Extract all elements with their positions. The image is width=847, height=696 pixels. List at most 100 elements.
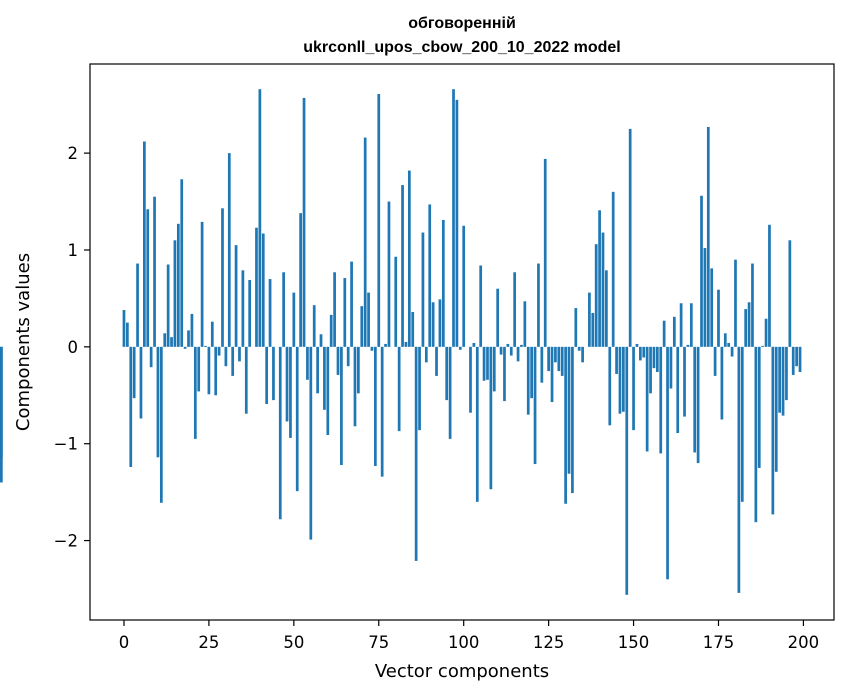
bar-51 (295, 346, 299, 492)
bar-120 (530, 346, 533, 399)
y-tick-label-2: 2 (68, 144, 79, 163)
x-tick-label-175: 175 (703, 633, 735, 652)
bar-166 (686, 344, 690, 347)
bar-141 (601, 232, 605, 347)
bar-100 (462, 225, 466, 347)
bar-159 (662, 320, 666, 347)
bar-191 (771, 346, 775, 515)
bar-170 (700, 195, 703, 347)
bar-195 (785, 346, 788, 401)
bar-43 (268, 279, 272, 347)
bar-181 (737, 346, 741, 593)
bar-91 (431, 302, 435, 347)
x-tick-label-200: 200 (788, 633, 820, 652)
bar-96 (448, 346, 452, 439)
bar-190 (768, 224, 771, 347)
bar-30 (224, 346, 228, 367)
bar-93 (438, 299, 442, 347)
bar-126 (550, 346, 554, 403)
bar-6 (143, 141, 146, 347)
bar-75 (377, 94, 381, 347)
bar-199 (798, 346, 802, 373)
bar-7 (146, 209, 150, 347)
bar-31 (227, 153, 231, 347)
bar-155 (649, 346, 652, 394)
bar-179 (730, 346, 734, 357)
bar-105 (479, 265, 483, 347)
bar-81 (397, 346, 401, 432)
bar-20 (190, 313, 194, 347)
bar-99 (458, 346, 462, 350)
bar-152 (639, 346, 642, 361)
bar-167 (689, 303, 693, 347)
bar-188 (761, 345, 765, 347)
bar-94 (441, 219, 445, 347)
bar-78 (387, 201, 391, 347)
bar-88 (421, 232, 425, 347)
bar-124 (543, 158, 547, 347)
bar-184 (747, 302, 751, 347)
bar-130 (564, 346, 567, 504)
bar-109 (492, 346, 496, 392)
bar-2 (129, 346, 133, 467)
bar-61 (329, 314, 333, 347)
bar-158 (659, 346, 663, 454)
bar-169 (696, 346, 700, 464)
bar-10 (156, 346, 160, 458)
bar-115 (513, 272, 517, 347)
bar-150 (632, 346, 635, 431)
bar-92 (435, 346, 438, 376)
bar-44 (272, 346, 275, 401)
bar-123 (540, 346, 544, 383)
x-tick-label-150: 150 (618, 633, 650, 652)
bar-67 (350, 261, 353, 347)
bar-162 (672, 316, 676, 347)
bar-145 (615, 346, 618, 374)
bar-106 (482, 346, 486, 381)
bar-97 (452, 89, 455, 347)
bar-193 (778, 346, 781, 413)
y-tick-label--1: −1 (54, 435, 78, 454)
bar-186 (754, 346, 758, 523)
bar-128 (557, 346, 561, 372)
bar-11 (159, 346, 163, 503)
bar-140 (598, 210, 601, 347)
bar-87 (418, 346, 421, 431)
y-axis-ticks: −2 −1 0 1 2 (54, 144, 90, 551)
bar-83 (404, 342, 408, 347)
x-axis-ticks: 0 25 50 75 100 125 150 175 200 (119, 620, 819, 652)
bar-68 (353, 346, 357, 427)
bar-90 (428, 204, 432, 347)
bar-60 (326, 346, 330, 435)
bar-62 (333, 272, 336, 347)
bar-175 (717, 289, 720, 347)
bar-119 (526, 346, 530, 415)
bar-47 (282, 272, 285, 347)
chart-subtitle: ukrconll_upos_cbow_200_10_2022 model (303, 39, 620, 56)
bar-178 (727, 342, 731, 347)
bar-144 (611, 191, 615, 347)
bar-143 (608, 346, 612, 426)
bar-46 (278, 346, 282, 520)
bar-25 (207, 346, 211, 395)
bar-149 (628, 128, 632, 347)
bar-117 (520, 344, 523, 347)
bar-114 (509, 346, 513, 356)
bar-72 (367, 292, 370, 347)
y-tick-label-0: 0 (68, 338, 79, 357)
bar-131 (567, 346, 571, 474)
bar-98 (455, 99, 459, 347)
bar-156 (652, 346, 656, 369)
x-tick-label-0: 0 (119, 633, 130, 652)
bar-32 (231, 346, 235, 376)
bar-197 (791, 346, 795, 375)
bar-41 (261, 233, 265, 347)
x-axis-label: Vector components (375, 661, 549, 682)
bar-19 (187, 330, 190, 347)
bar-102 (469, 346, 472, 413)
bar-180 (734, 259, 737, 347)
bar-55 (309, 346, 313, 540)
bar-64 (340, 346, 343, 466)
bar-110 (496, 288, 500, 347)
